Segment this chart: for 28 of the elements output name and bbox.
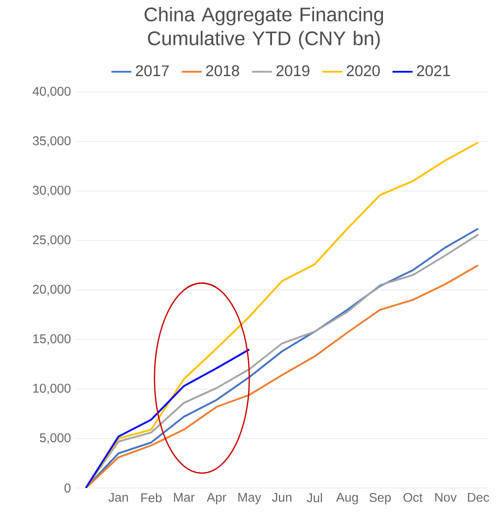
y-tick-label: 25,000	[32, 235, 71, 246]
y-tick-label: 30,000	[32, 186, 71, 196]
x-tick-label: Feb	[141, 492, 162, 502]
x-tick-label: Aug	[336, 492, 358, 504]
x-tick-label: May	[238, 492, 262, 504]
x-tick-label: Nov	[435, 492, 457, 502]
x-tick-label: Sep	[369, 492, 391, 504]
y-tick-label: 40,000	[32, 86, 71, 98]
legend-label: 2019	[276, 65, 310, 76]
legend-label: 2018	[206, 65, 240, 76]
chart-title: China Aggregate Financing Cumulative YTD (CNY bn)	[144, 6, 384, 50]
legend-label: 2020	[346, 65, 380, 76]
y-tick-label: 10,000	[33, 384, 71, 394]
y-tick-label: 0	[64, 484, 71, 492]
y-tick-label: 20,000	[32, 284, 71, 296]
x-tick-label: Apr	[206, 492, 226, 504]
x-tick-label: Dec	[468, 492, 490, 502]
y-tick-label: 35,000	[32, 136, 71, 147]
legend-label: 2021	[417, 65, 450, 76]
line-series	[84, 348, 250, 488]
x-tick-label: Mar	[174, 492, 195, 502]
legend-label: 2017	[136, 65, 169, 76]
y-tick-label: 15,000	[33, 334, 71, 345]
x-tick-label: Jan	[108, 492, 128, 502]
x-tick-label: Jul	[306, 492, 322, 502]
x-tick-label: Oct	[404, 492, 423, 502]
y-tick-label: 5,000	[40, 433, 71, 444]
x-tick-label: Jun	[272, 492, 292, 502]
